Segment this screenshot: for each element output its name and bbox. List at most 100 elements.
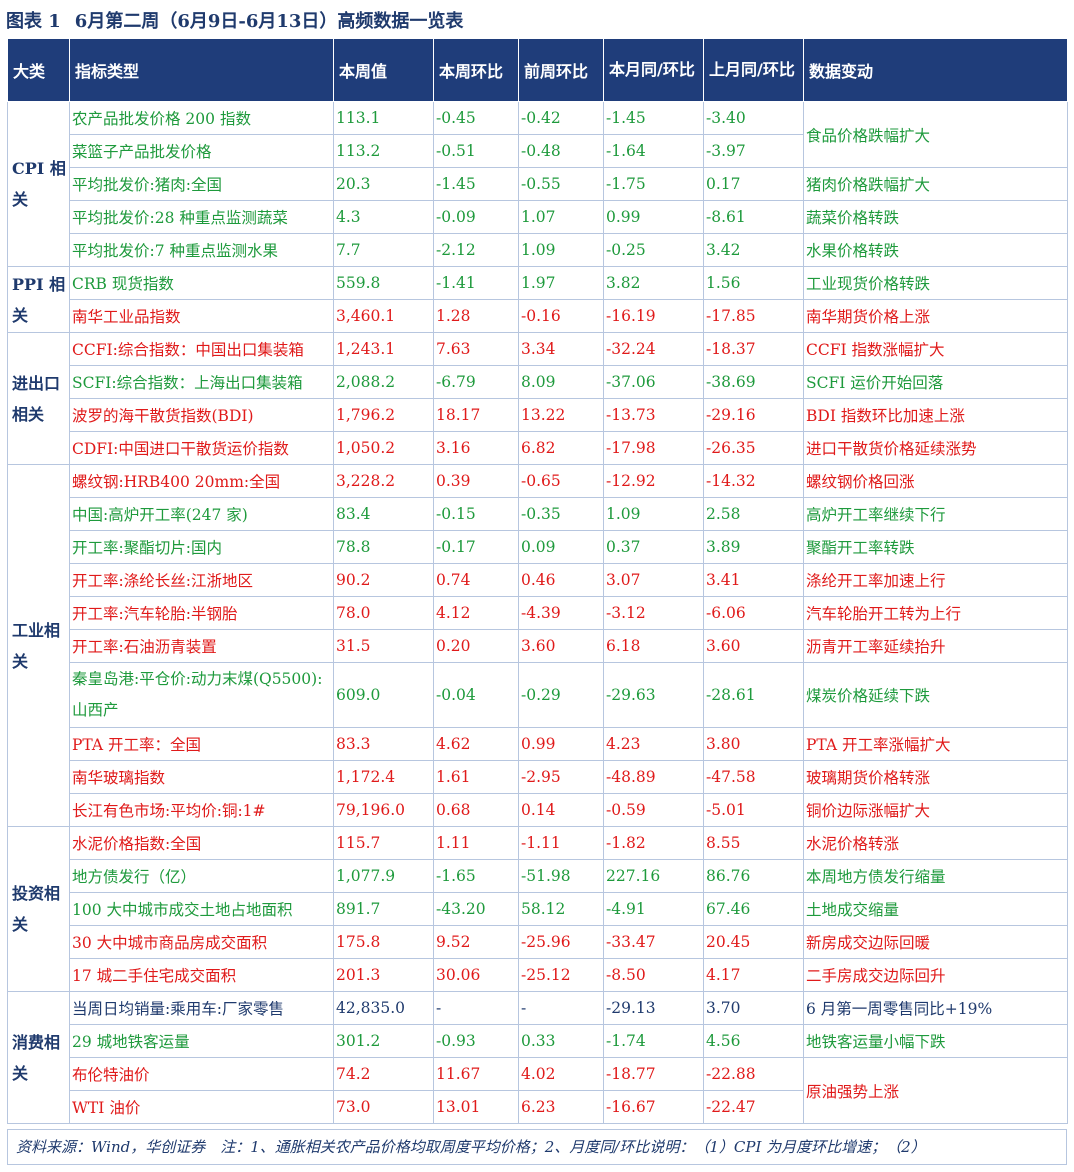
change-cell: 二手房成交边际回升 (803, 958, 1068, 992)
table-row: CPI 相关 农产品批发价格 200 指数 113.1 -0.45 -0.42 -1.45… (7, 101, 1068, 267)
table-row: 17 城二手住宅成交面积 201.3 30.06 -25.12 -8.50 4.17 二手房… (8, 958, 1068, 992)
last-month-cell: 2.58 (703, 497, 804, 531)
indicator-cell: WTI 油价 (69, 1090, 334, 1124)
last-month-cell: 8.55 (703, 826, 804, 860)
last-month-cell: 3.70 (703, 991, 804, 1025)
figure-title: 图表 1 6月第二周（6月9日-6月13日）高频数据一览表 (6, 8, 477, 36)
prev-wow-cell: 1.09 (518, 233, 604, 267)
value-cell: 4.3 (333, 200, 434, 234)
table-row: 进出口相关 CCFI:综合指数：中国出口集装箱 1,243.1 7.63 3.34 -32… (7, 332, 1068, 465)
last-month-cell: -38.69 (703, 365, 804, 399)
figure-label: 图表 1 (6, 11, 61, 32)
value-cell: 559.8 (333, 266, 434, 300)
wow-cell: 18.17 (433, 398, 519, 432)
this-month-cell: -12.92 (603, 464, 704, 498)
header-indicator: 指标类型 (69, 38, 334, 102)
last-month-cell: 3.60 (703, 629, 804, 663)
indicator-cell: 螺纹钢:HRB400 20mm:全国 (69, 464, 334, 498)
prev-wow-cell: -0.65 (518, 464, 604, 498)
prev-wow-cell: 8.09 (518, 365, 604, 399)
category-cell: 投资相关 (7, 826, 70, 992)
wow-cell: 1.61 (433, 760, 519, 794)
indicator-cell: CRB 现货指数 (69, 266, 334, 300)
wow-cell: -0.51 (433, 134, 519, 168)
table-row: 长江有色市场:平均价:铜:1# 79,196.0 0.68 0.14 -0.59 -5.0… (8, 793, 1068, 827)
change-cell: 煤炭价格延续下跌 (803, 662, 1068, 728)
this-month-cell: -1.64 (603, 134, 704, 168)
value-cell: 891.7 (333, 892, 434, 926)
indicator-cell: 水泥价格指数:全国 (69, 826, 334, 860)
last-month-cell: 4.56 (703, 1024, 804, 1058)
this-month-cell: -1.45 (603, 101, 704, 135)
value-cell: 73.0 (333, 1090, 434, 1124)
prev-wow-cell: -2.95 (518, 760, 604, 794)
change-cell: 进口干散货价格延续涨势 (803, 431, 1068, 465)
change-cell: 水泥价格转涨 (803, 826, 1068, 860)
wow-cell: 0.74 (433, 563, 519, 597)
indicator-cell: 开工率:汽车轮胎:半钢胎 (69, 596, 334, 630)
prev-wow-cell: 6.82 (518, 431, 604, 465)
table-row: PPI 相关 CRB 现货指数 559.8 -1.41 1.97 3.82 1.56 工业现货… (7, 266, 1068, 333)
indicator-cell: 17 城二手住宅成交面积 (69, 958, 334, 992)
last-month-cell: 4.17 (703, 958, 804, 992)
table-row: 平均批发价:7 种重点监测水果 7.7 -2.12 1.09 -0.25 3.42 水果价格… (8, 233, 1068, 267)
table-row: CDFI:中国进口干散货运价指数 1,050.2 3.16 6.82 -17.98 -26… (8, 431, 1068, 465)
table-row: 开工率:石油沥青装置 31.5 0.20 3.60 6.18 3.60 沥青开工率延续抬升 (8, 629, 1068, 663)
prev-wow-cell: -0.29 (518, 662, 604, 728)
indicator-cell: 地方债发行（亿） (69, 859, 334, 893)
value-cell: 83.3 (333, 727, 434, 761)
this-month-cell: -29.63 (603, 662, 704, 728)
figure-caption: 6月第二周（6月9日-6月13日）高频数据一览表 (74, 11, 464, 32)
indicator-cell: 30 大中城市商品房成交面积 (69, 925, 334, 959)
value-cell: 74.2 (333, 1057, 434, 1091)
change-cell: 地铁客运量小幅下跌 (803, 1024, 1068, 1058)
header-wow: 本周环比 (433, 38, 519, 102)
last-month-cell: 3.42 (703, 233, 804, 267)
wow-cell: -0.04 (433, 662, 519, 728)
value-cell: 175.8 (333, 925, 434, 959)
last-month-cell: -8.61 (703, 200, 804, 234)
wow-cell: 1.28 (433, 299, 519, 333)
prev-wow-cell: 0.14 (518, 793, 604, 827)
value-cell: 78.8 (333, 530, 434, 564)
wow-cell: 4.62 (433, 727, 519, 761)
high-frequency-data-table: 大类 指标类型 本周值 本周环比 前周环比 本月同/环比 上月同/环比 数据变动… (7, 38, 1068, 1124)
change-cell: 玻璃期货价格转涨 (803, 760, 1068, 794)
this-month-cell: -1.75 (603, 167, 704, 201)
last-month-cell: -3.40 (703, 101, 804, 135)
prev-wow-cell: -1.11 (518, 826, 604, 860)
this-month-cell: 3.82 (603, 266, 704, 300)
change-cell: 南华期货价格上涨 (803, 299, 1068, 333)
table-row: 菜篮子产品批发价格 113.2 -0.51 -0.48 -1.64 -3.97 (8, 134, 1068, 168)
change-cell: 聚酯开工率转跌 (803, 530, 1068, 564)
this-month-cell: -1.82 (603, 826, 704, 860)
change-cell: 新房成交边际回暖 (803, 925, 1068, 959)
last-month-cell: 3.89 (703, 530, 804, 564)
value-cell: 3,228.2 (333, 464, 434, 498)
indicator-cell: 29 城地铁客运量 (69, 1024, 334, 1058)
value-cell: 113.2 (333, 134, 434, 168)
prev-wow-cell: -4.39 (518, 596, 604, 630)
wow-cell: -2.12 (433, 233, 519, 267)
change-cell: BDI 指数环比加速上涨 (803, 398, 1068, 432)
prev-wow-cell: - (518, 991, 604, 1025)
prev-wow-cell: 0.99 (518, 727, 604, 761)
last-month-cell: -29.16 (703, 398, 804, 432)
prev-wow-cell: 58.12 (518, 892, 604, 926)
value-cell: 201.3 (333, 958, 434, 992)
wow-cell: 13.01 (433, 1090, 519, 1124)
this-month-cell: -3.12 (603, 596, 704, 630)
indicator-cell: CDFI:中国进口干散货运价指数 (69, 431, 334, 465)
table-row: PTA 开工率：全国 83.3 4.62 0.99 4.23 3.80 PTA 开工率涨幅扩… (8, 727, 1068, 761)
table-row: 南华玻璃指数 1,172.4 1.61 -2.95 -48.89 -47.58 玻璃期货价格… (8, 760, 1068, 794)
this-month-cell: -16.19 (603, 299, 704, 333)
this-month-cell: -4.91 (603, 892, 704, 926)
prev-wow-cell: -0.16 (518, 299, 604, 333)
table-row: 30 大中城市商品房成交面积 175.8 9.52 -25.96 -33.47 20.45… (8, 925, 1068, 959)
indicator-cell: 农产品批发价格 200 指数 (69, 101, 334, 135)
wow-cell: -0.15 (433, 497, 519, 531)
value-cell: 301.2 (333, 1024, 434, 1058)
value-cell: 78.0 (333, 596, 434, 630)
this-month-cell: 0.99 (603, 200, 704, 234)
this-month-cell: 0.37 (603, 530, 704, 564)
